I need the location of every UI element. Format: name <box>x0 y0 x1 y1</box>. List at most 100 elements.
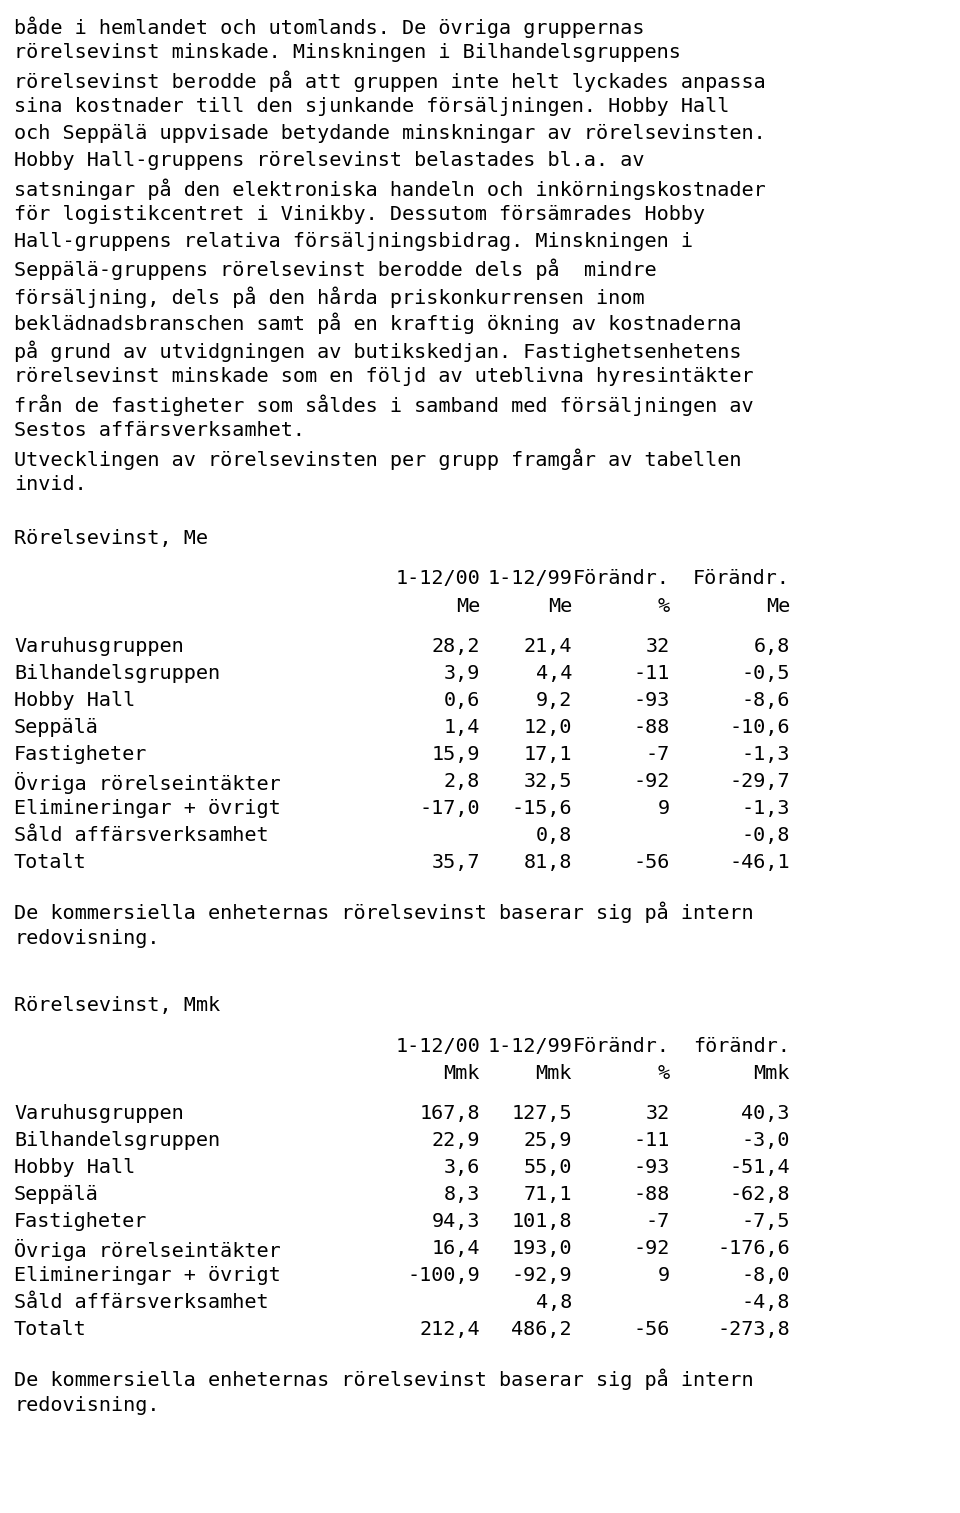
Text: -11: -11 <box>634 664 670 682</box>
Text: -51,4: -51,4 <box>730 1157 790 1177</box>
Text: Förändr.: Förändr. <box>573 1036 670 1056</box>
Text: Mmk: Mmk <box>754 1064 790 1083</box>
Text: 32,5: 32,5 <box>523 772 572 791</box>
Text: -8,0: -8,0 <box>741 1266 790 1285</box>
Text: Me: Me <box>548 596 572 616</box>
Text: redovisning.: redovisning. <box>14 929 159 947</box>
Text: 1-12/00: 1-12/00 <box>396 1036 480 1056</box>
Text: -0,8: -0,8 <box>741 826 790 844</box>
Text: beklädnadsbranschen samt på en kraftig ökning av kostnaderna: beklädnadsbranschen samt på en kraftig ö… <box>14 313 741 334</box>
Text: Såld affärsverksamhet: Såld affärsverksamhet <box>14 826 269 844</box>
Text: 193,0: 193,0 <box>512 1239 572 1259</box>
Text: 40,3: 40,3 <box>741 1104 790 1123</box>
Text: 35,7: 35,7 <box>431 853 480 871</box>
Text: 167,8: 167,8 <box>420 1104 480 1123</box>
Text: Hall-gruppens relativa försäljningsbidrag. Minskningen i: Hall-gruppens relativa försäljningsbidra… <box>14 231 693 251</box>
Text: försäljning, dels på den hårda priskonkurrensen inom: försäljning, dels på den hårda priskonku… <box>14 286 644 307</box>
Text: 9: 9 <box>658 1266 670 1285</box>
Text: -92: -92 <box>634 1239 670 1259</box>
Text: 3,9: 3,9 <box>444 664 480 682</box>
Text: -7,5: -7,5 <box>741 1212 790 1232</box>
Text: 1-12/99: 1-12/99 <box>487 569 572 589</box>
Text: Mmk: Mmk <box>536 1064 572 1083</box>
Text: %: % <box>658 596 670 616</box>
Text: -93: -93 <box>634 691 670 710</box>
Text: 71,1: 71,1 <box>523 1185 572 1204</box>
Text: Hobby Hall: Hobby Hall <box>14 1157 135 1177</box>
Text: både i hemlandet och utomlands. De övriga gruppernas: både i hemlandet och utomlands. De övrig… <box>14 17 644 38</box>
Text: Me: Me <box>766 596 790 616</box>
Text: -7: -7 <box>646 1212 670 1232</box>
Text: Förändr.: Förändr. <box>573 569 670 589</box>
Text: -93: -93 <box>634 1157 670 1177</box>
Text: 2,8: 2,8 <box>444 772 480 791</box>
Text: 12,0: 12,0 <box>523 719 572 737</box>
Text: 1,4: 1,4 <box>444 719 480 737</box>
Text: 1-12/99: 1-12/99 <box>487 1036 572 1056</box>
Text: 25,9: 25,9 <box>523 1132 572 1150</box>
Text: Mmk: Mmk <box>444 1064 480 1083</box>
Text: -56: -56 <box>634 853 670 871</box>
Text: 81,8: 81,8 <box>523 853 572 871</box>
Text: Rörelsevinst, Me: Rörelsevinst, Me <box>14 530 208 548</box>
Text: 9: 9 <box>658 799 670 819</box>
Text: Varuhusgruppen: Varuhusgruppen <box>14 637 183 657</box>
Text: Elimineringar + övrigt: Elimineringar + övrigt <box>14 1266 280 1285</box>
Text: -62,8: -62,8 <box>730 1185 790 1204</box>
Text: Fastigheter: Fastigheter <box>14 1212 148 1232</box>
Text: -10,6: -10,6 <box>730 719 790 737</box>
Text: 28,2: 28,2 <box>431 637 480 657</box>
Text: -88: -88 <box>634 1185 670 1204</box>
Text: -4,8: -4,8 <box>741 1294 790 1312</box>
Text: 17,1: 17,1 <box>523 744 572 764</box>
Text: -100,9: -100,9 <box>407 1266 480 1285</box>
Text: 101,8: 101,8 <box>512 1212 572 1232</box>
Text: -176,6: -176,6 <box>717 1239 790 1259</box>
Text: Totalt: Totalt <box>14 1321 86 1339</box>
Text: Seppälä: Seppälä <box>14 719 99 737</box>
Text: på grund av utvidgningen av butikskedjan. Fastighetsenhetens: på grund av utvidgningen av butikskedjan… <box>14 340 741 362</box>
Text: Totalt: Totalt <box>14 853 86 871</box>
Text: 55,0: 55,0 <box>523 1157 572 1177</box>
Text: rörelsevinst minskade. Minskningen i Bilhandelsgruppens: rörelsevinst minskade. Minskningen i Bil… <box>14 42 681 62</box>
Text: 94,3: 94,3 <box>431 1212 480 1232</box>
Text: Fastigheter: Fastigheter <box>14 744 148 764</box>
Text: 32: 32 <box>646 637 670 657</box>
Text: Förändr.: Förändr. <box>693 569 790 589</box>
Text: Hobby Hall-gruppens rörelsevinst belastades bl.a. av: Hobby Hall-gruppens rörelsevinst belasta… <box>14 151 644 169</box>
Text: 21,4: 21,4 <box>523 637 572 657</box>
Text: 6,8: 6,8 <box>754 637 790 657</box>
Text: rörelsevinst minskade som en följd av uteblivna hyresintäkter: rörelsevinst minskade som en följd av ut… <box>14 368 754 386</box>
Text: Seppälä: Seppälä <box>14 1185 99 1204</box>
Text: 3,6: 3,6 <box>444 1157 480 1177</box>
Text: rörelsevinst berodde på att gruppen inte helt lyckades anpassa: rörelsevinst berodde på att gruppen inte… <box>14 70 766 91</box>
Text: redovisning.: redovisning. <box>14 1395 159 1415</box>
Text: -15,6: -15,6 <box>512 799 572 819</box>
Text: från de fastigheter som såldes i samband med försäljningen av: från de fastigheter som såldes i samband… <box>14 393 754 416</box>
Text: 212,4: 212,4 <box>420 1321 480 1339</box>
Text: -273,8: -273,8 <box>717 1321 790 1339</box>
Text: 4,4: 4,4 <box>536 664 572 682</box>
Text: De kommersiella enheternas rörelsevinst baserar sig på intern: De kommersiella enheternas rörelsevinst … <box>14 1369 754 1390</box>
Text: Sestos affärsverksamhet.: Sestos affärsverksamhet. <box>14 421 305 440</box>
Text: -46,1: -46,1 <box>730 853 790 871</box>
Text: -11: -11 <box>634 1132 670 1150</box>
Text: -88: -88 <box>634 719 670 737</box>
Text: 486,2: 486,2 <box>512 1321 572 1339</box>
Text: invid.: invid. <box>14 475 86 495</box>
Text: Övriga rörelseintäkter: Övriga rörelseintäkter <box>14 1239 280 1262</box>
Text: Elimineringar + övrigt: Elimineringar + övrigt <box>14 799 280 819</box>
Text: 4,8: 4,8 <box>536 1294 572 1312</box>
Text: Seppälä-gruppens rörelsevinst berodde dels på  mindre: Seppälä-gruppens rörelsevinst berodde de… <box>14 259 657 280</box>
Text: -0,5: -0,5 <box>741 664 790 682</box>
Text: 127,5: 127,5 <box>512 1104 572 1123</box>
Text: 8,3: 8,3 <box>444 1185 480 1204</box>
Text: 22,9: 22,9 <box>431 1132 480 1150</box>
Text: Övriga rörelseintäkter: Övriga rörelseintäkter <box>14 772 280 794</box>
Text: förändr.: förändr. <box>693 1036 790 1056</box>
Text: Me: Me <box>456 596 480 616</box>
Text: -3,0: -3,0 <box>741 1132 790 1150</box>
Text: -7: -7 <box>646 744 670 764</box>
Text: Bilhandelsgruppen: Bilhandelsgruppen <box>14 664 220 682</box>
Text: -92,9: -92,9 <box>512 1266 572 1285</box>
